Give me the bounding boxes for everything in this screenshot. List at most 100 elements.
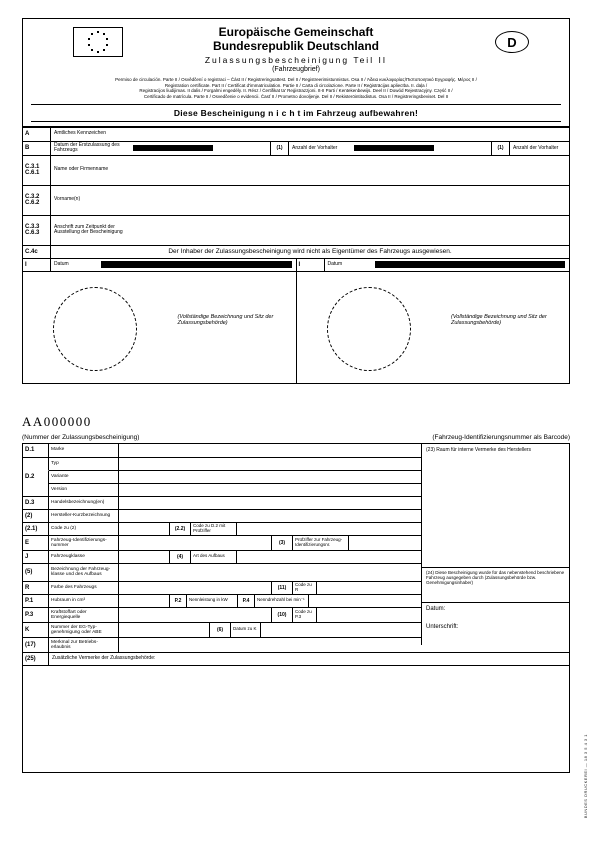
label-2: Hersteller-Kurzbezeichnung xyxy=(49,510,119,522)
row-C31-C61: C.3.1 C.6.1 Name oder Firmenname xyxy=(23,155,569,185)
label-P1: Hubraum in cm³ xyxy=(49,595,119,607)
code-P3: P.3 xyxy=(23,608,49,622)
b-right-label: Anzahl der Vorhalter xyxy=(509,142,569,155)
code-c61: C.6.1 xyxy=(25,170,48,176)
b-mid-code: (1) xyxy=(270,142,288,155)
label-P2: Nennleistung in kW xyxy=(187,595,237,607)
stamp-note-right: (Vollständige Bezeichnung und Sitz der Z… xyxy=(451,314,551,326)
label-C31: Name oder Firmenname xyxy=(51,156,569,185)
label-R: Farbe des Fahrzeugs xyxy=(49,582,119,594)
label-variante: Variante xyxy=(49,470,119,483)
code-B: B xyxy=(23,142,51,155)
serial-captions: (Nummer der Zulassungsbescheinigung) (Fa… xyxy=(22,434,570,441)
row-I: I Datum I Datum xyxy=(23,258,569,271)
code-C33-C63: C.3.3 C.6.3 xyxy=(23,216,51,245)
stamp-circle-icon xyxy=(327,287,411,371)
row-D3: D.3 Handelsbezeichnung(en) xyxy=(23,496,421,509)
code-I-right: I xyxy=(297,259,325,271)
label-K: Nummer der EG-Typ-genehmigung oder ABE xyxy=(49,623,119,637)
i-right: I Datum xyxy=(296,259,570,271)
row-E: E Fahrzeug-Identifizierungs-nummer (3) P… xyxy=(23,535,421,550)
stamp-left: (Vollständige Bezeichnung und Sitz der Z… xyxy=(23,272,296,383)
label-6: Datum zu K xyxy=(231,623,261,637)
form-header: D Europäische Gemeinschaft Bundesrepubli… xyxy=(23,19,569,127)
label-typ: Typ xyxy=(49,458,119,470)
label-3: Prüfziffer zur Fahrzeug-Identifizierungs… xyxy=(293,536,349,550)
code-D2: D.2 xyxy=(23,470,49,483)
code-11: (11) xyxy=(271,582,293,594)
code-17: (17) xyxy=(23,638,49,652)
country-oval: D xyxy=(495,31,529,53)
code-P2: P.2 xyxy=(169,595,187,607)
row-C4c: C.4c Der Inhaber der Zulassungsbescheini… xyxy=(23,245,569,258)
row-C33-C63: C.3.3 C.6.3 Anschrift zum Zeitpunkt der … xyxy=(23,215,569,245)
row-2: (2) Hersteller-Kurzbezeichnung xyxy=(23,509,421,522)
code-P1: P.1 xyxy=(23,595,49,607)
row-J: J Fahrzeugklasse (4) Art des Aufbaus xyxy=(23,550,421,563)
lang-line: Certificado de matrícula. Parte II / Osv… xyxy=(31,94,561,100)
label-A: Amtliches Kennzeichen xyxy=(51,128,569,141)
i-left: I Datum xyxy=(23,259,296,271)
stamp-circle-icon xyxy=(53,287,137,371)
label-10: Code zu P.3 xyxy=(293,608,317,622)
upper-form-box: D Europäische Gemeinschaft Bundesrepubli… xyxy=(22,18,570,384)
eu-flag xyxy=(73,27,123,57)
i-left-datum: Datum xyxy=(51,259,91,271)
row-25: (25) Zusätzliche Vermerke der Zulassungs… xyxy=(23,652,569,665)
code-D3: D.3 xyxy=(23,497,49,509)
i-right-strip xyxy=(365,259,570,271)
label-17: Merkmal zur Betriebs-erlaubnis xyxy=(49,638,119,652)
label-11: Code zu R xyxy=(293,582,317,594)
code-I-left: I xyxy=(23,259,51,271)
label-22: Code zu D.2 mit Prüfziffer xyxy=(191,523,237,535)
label-version: Version xyxy=(49,483,119,496)
code-J: J xyxy=(23,551,49,563)
code-4: (4) xyxy=(169,551,191,563)
right-col-23: (23) Raum für interne Vermerke des Herst… xyxy=(422,444,569,568)
code-C31-C61: C.3.1 C.6.1 xyxy=(23,156,51,185)
code-K: K xyxy=(23,623,49,637)
label-J: Fahrzeugklasse xyxy=(49,551,119,563)
serial-caption-right: (Fahrzeug-Identifizierungsnummer als Bar… xyxy=(432,434,570,441)
i-left-strip xyxy=(91,259,296,271)
lower-empty-space xyxy=(23,665,569,772)
label-C4c: Der Inhaber der Zulassungsbescheinigung … xyxy=(51,246,569,258)
b-mid-label: Anzahl der Vorhalter xyxy=(288,142,348,155)
code-10: (10) xyxy=(271,608,293,622)
stamp-note-left: (Vollständige Bezeichnung und Sitz der Z… xyxy=(178,314,278,326)
label-P4: Nenndrehzahl bei min⁻¹ xyxy=(255,595,309,607)
warning-bar: Diese Bescheinigung n i c h t im Fahrzeu… xyxy=(31,104,561,122)
serial-caption-left: (Nummer der Zulassungsbescheinigung) xyxy=(22,434,139,441)
label-P3: Kraftstoffart oder Energiequelle xyxy=(49,608,119,622)
b-blackbar-left xyxy=(127,142,270,155)
code-6: (6) xyxy=(209,623,231,637)
stamp-row: (Vollständige Bezeichnung und Sitz der Z… xyxy=(23,271,569,383)
code-D2-bot xyxy=(23,483,49,496)
code-22: (2.2) xyxy=(169,523,191,535)
side-caption: BUNDES DRUCKEREI — 18 3 5 4 3 1 xyxy=(583,734,588,818)
code-D2-top xyxy=(23,458,49,470)
c33-space xyxy=(131,216,569,245)
row-K: K Nummer der EG-Typ-genehmigung oder ABE… xyxy=(23,622,421,637)
serial-number: AA000000 xyxy=(22,414,570,430)
label-C32: Vorname(n) xyxy=(51,186,569,215)
code-21: (2.1) xyxy=(23,523,49,535)
code-3: (3) xyxy=(271,536,293,550)
label-5: Bezeichnung der Fahrzeug-klasse und des … xyxy=(49,564,119,581)
lower-form-box: (23) Raum für interne Vermerke des Herst… xyxy=(22,443,570,773)
label-B: Datum der Erstzulassung des Fahrzeugs xyxy=(51,142,127,155)
subtitle2: (Fahrzeugbrief) xyxy=(31,66,561,73)
code-D1: D.1 xyxy=(23,444,49,457)
code-C32-C62: C.3.2 C.6.2 xyxy=(23,186,51,215)
row-A: A Amtliches Kennzeichen xyxy=(23,127,569,141)
row-5: (5) Bezeichnung der Fahrzeug-klasse und … xyxy=(23,563,421,581)
code-c63: C.6.3 xyxy=(25,230,48,236)
right-col-sign: Datum: Unterschrift: xyxy=(421,602,569,645)
row-17: (17) Merkmal zur Betriebs-erlaubnis xyxy=(23,637,421,652)
label-E: Fahrzeug-Identifizierungs-nummer xyxy=(49,536,119,550)
right-col-24: (24) Diese Bescheinigung wurde für das n… xyxy=(422,568,569,588)
row-D2: D.2 Variante xyxy=(23,470,421,483)
label-C33: Anschrift zum Zeitpunkt der Ausstellung … xyxy=(51,216,131,245)
code-2: (2) xyxy=(23,510,49,522)
row-D2a: Typ xyxy=(23,457,421,470)
